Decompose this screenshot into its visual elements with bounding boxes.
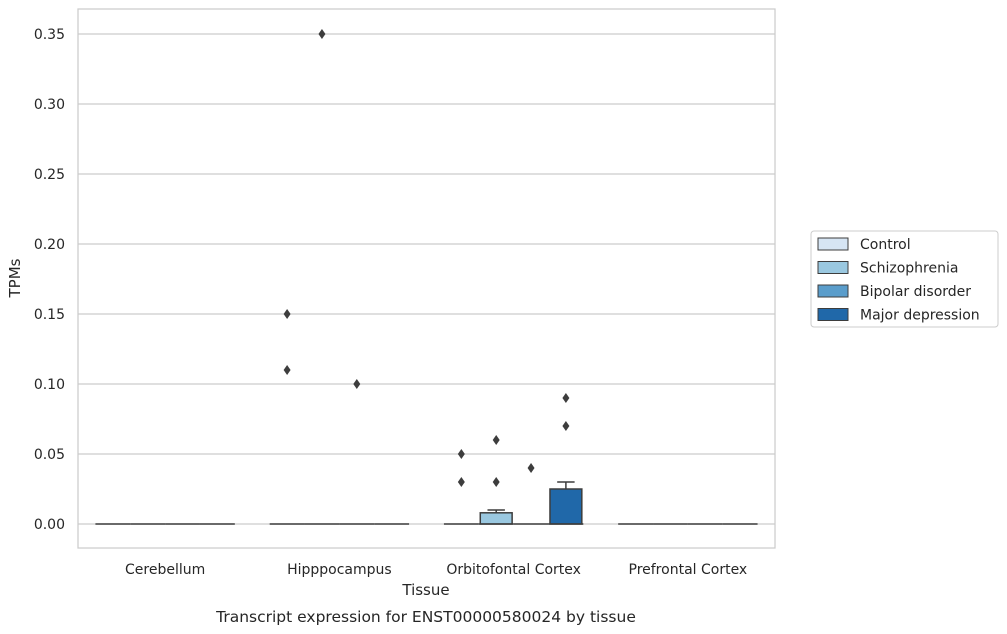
legend-swatch [817, 284, 849, 298]
legend-label: Control [860, 237, 911, 253]
box [304, 29, 340, 525]
outlier-point [527, 463, 535, 473]
box [339, 379, 375, 525]
x-tick-label: Orbitofontal Cortex [446, 562, 581, 578]
outlier-point [562, 421, 570, 431]
y-tick-label: 0.10 [34, 377, 65, 393]
y-tick-label: 0.05 [34, 447, 65, 463]
outlier-point [492, 477, 500, 487]
outlier-point [353, 379, 361, 389]
plot-background [78, 9, 775, 548]
box-iqr [549, 488, 583, 525]
box [513, 463, 549, 525]
outlier-point [562, 393, 570, 403]
y-tick-label: 0.00 [34, 517, 65, 533]
box-series [95, 29, 758, 525]
y-tick-labels: 0.00 0.05 0.10 0.15 0.20 0.25 0.30 0.35 [34, 27, 65, 533]
outlier-point [318, 29, 326, 39]
x-axis-title: Tissue [401, 581, 449, 599]
y-tick-label: 0.15 [34, 307, 65, 323]
box-iqr [479, 512, 513, 525]
y-tick-label: 0.25 [34, 167, 65, 183]
plot-frame [77, 8, 776, 549]
legend: Control Schizophrenia Bipolar disorder Majo… [810, 230, 999, 328]
legend-label: Bipolar disorder [860, 284, 971, 300]
y-tick-label: 0.20 [34, 237, 65, 253]
y-tick-label: 0.35 [34, 27, 65, 43]
outlier-point [283, 309, 291, 319]
legend-frame [810, 230, 999, 328]
legend-swatch [817, 237, 849, 251]
box [443, 449, 479, 525]
x-tick-label: Prefrontal Cortex [629, 562, 748, 578]
legend-swatch [817, 308, 849, 321]
outlier-point [492, 435, 500, 445]
box [548, 393, 584, 525]
x-tick-label: Hipppocampus [287, 562, 392, 578]
box [478, 435, 514, 525]
x-tick-labels: Cerebellum Hipppocampus Orbitofontal Corte… [125, 562, 747, 578]
box [269, 309, 305, 525]
legend-swatch [817, 261, 849, 274]
chart-caption: Transcript expression for ENST0000058002… [215, 608, 636, 626]
grid-lines [78, 33, 775, 525]
outlier-point [457, 449, 465, 459]
x-tick-label: Cerebellum [125, 562, 205, 578]
y-tick-label: 0.30 [34, 97, 65, 113]
legend-label: Schizophrenia [860, 261, 958, 277]
outlier-point [283, 365, 291, 375]
legend-label: Major depression [860, 308, 980, 324]
y-axis-title: TPMs [6, 258, 24, 298]
outlier-point [457, 477, 465, 487]
